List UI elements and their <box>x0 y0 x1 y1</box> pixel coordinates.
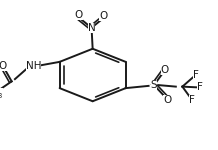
Text: S: S <box>151 80 157 90</box>
Text: O: O <box>74 11 83 20</box>
Text: F: F <box>189 95 195 105</box>
Text: O: O <box>161 65 169 75</box>
Text: O: O <box>99 11 108 21</box>
Text: F: F <box>193 70 199 80</box>
Text: NH: NH <box>26 61 41 71</box>
Text: O: O <box>163 95 171 105</box>
Text: CH$_3$: CH$_3$ <box>0 88 3 101</box>
Text: F: F <box>197 82 203 92</box>
Text: N: N <box>88 23 95 33</box>
Text: O: O <box>0 61 7 71</box>
